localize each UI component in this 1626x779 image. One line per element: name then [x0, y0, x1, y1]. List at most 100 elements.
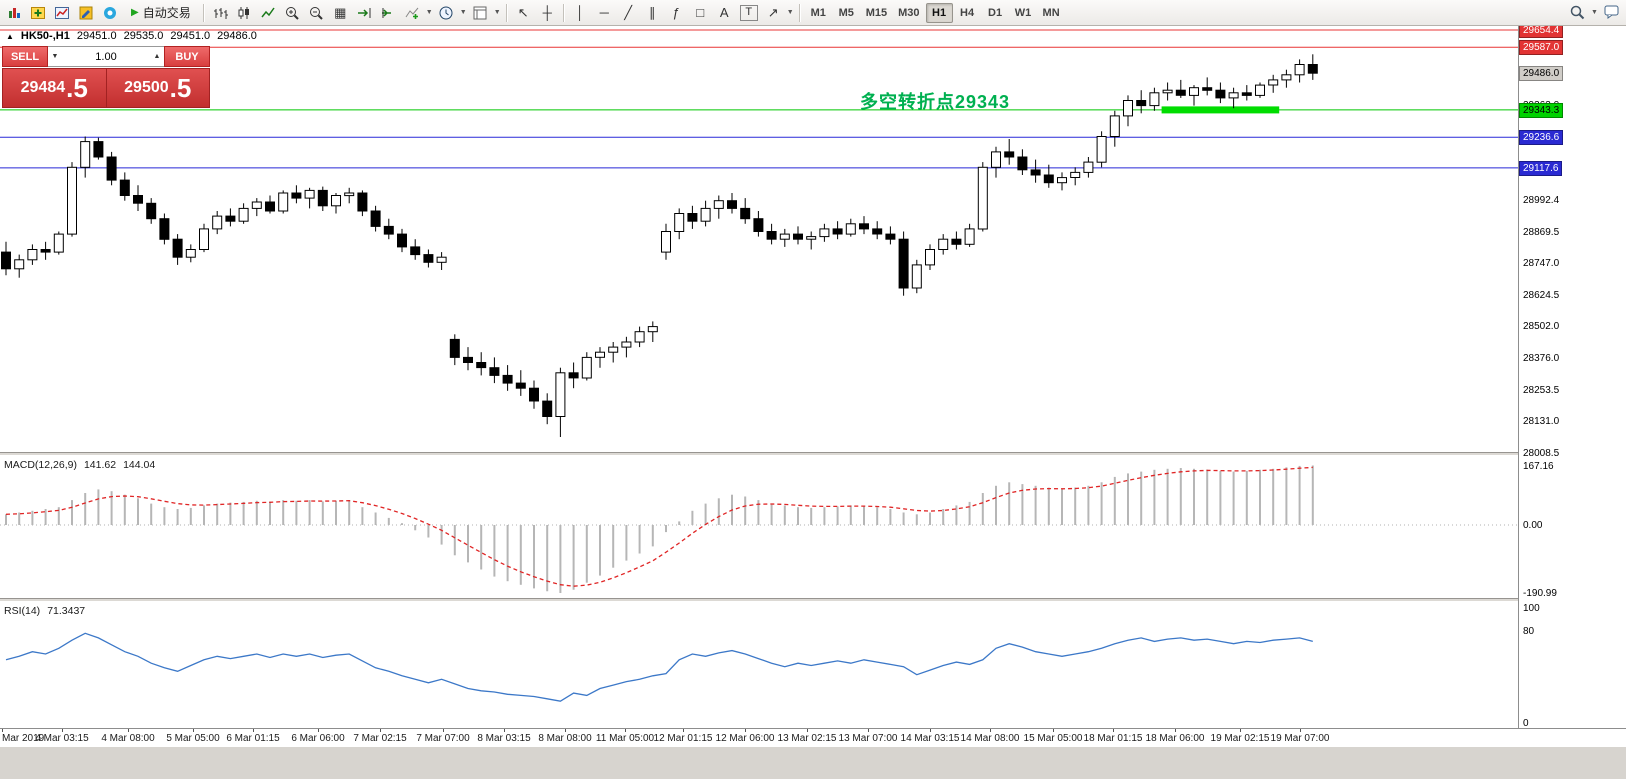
sell-button[interactable]: SELL — [2, 46, 48, 67]
text-tool-icon[interactable]: A — [719, 5, 729, 20]
auto-scroll-icon[interactable] — [353, 3, 376, 23]
volume-decrease-icon[interactable]: ▼ — [51, 53, 59, 60]
chart-annotation-text[interactable]: 多空转折点29343 — [860, 92, 1011, 112]
buy-button[interactable]: BUY — [164, 46, 210, 67]
timeframe-w1[interactable]: W1 — [1010, 3, 1037, 23]
channel-tool-icon[interactable]: ∥ — [648, 5, 656, 20]
time-label: 14 Mar 03:15 — [900, 733, 960, 744]
time-tick — [62, 729, 63, 732]
time-label: 12 Mar 01:15 — [653, 733, 713, 744]
price-tick: 28376.0 — [1523, 353, 1560, 365]
price-tag: 29486.0 — [1519, 66, 1564, 82]
metaeditor-icon[interactable] — [75, 3, 98, 23]
bar-chart-type-icon[interactable] — [209, 3, 232, 23]
price-tick: 28747.0 — [1523, 258, 1560, 270]
price-chart[interactable] — [0, 26, 1518, 455]
zoom-out-icon[interactable] — [305, 3, 328, 23]
time-label: 6 Mar 06:00 — [291, 733, 345, 744]
symbol-period-label: HK50-,H1 — [20, 30, 70, 42]
chart-ohlc-line: ▲ HK50-,H1 29451.0 29535.0 29451.0 29486… — [6, 30, 257, 42]
play-icon: ▶ — [131, 7, 139, 18]
time-label: 7 Mar 02:15 — [353, 733, 407, 744]
time-tick — [253, 729, 254, 732]
templates-icon[interactable] — [469, 3, 492, 23]
toolbar-separator — [202, 3, 205, 22]
shapes-tool-icon[interactable]: □ — [696, 5, 705, 20]
chart-shift-icon[interactable] — [377, 3, 400, 23]
bid-price-button[interactable]: 29484 .5 — [2, 68, 106, 108]
indicators-icon[interactable] — [401, 3, 424, 23]
timeframe-mn[interactable]: MN — [1038, 3, 1065, 23]
price-tick: 28131.0 — [1523, 416, 1560, 428]
price-tag: 29117.6 — [1519, 160, 1563, 176]
time-label: 4 Mar 08:00 — [101, 733, 155, 744]
new-chart-icon[interactable] — [3, 3, 26, 23]
time-label: 19 Mar 02:15 — [1210, 733, 1270, 744]
time-label: 4 Mar 03:15 — [35, 733, 89, 744]
cursor-icon[interactable]: ↖ — [517, 5, 529, 20]
toolbar-separator — [562, 3, 565, 22]
templates-dropdown-icon[interactable]: ▼ — [493, 9, 501, 16]
rsi-panel-splitter[interactable] — [0, 598, 1626, 602]
new-order-icon[interactable] — [27, 3, 50, 23]
toolbar: ▶ 自动交易 ▦ ▼ ▼ ▼ ↖ ┼ │ ─ ╱ ∥ ƒ □ A T ↗ ▼ M1… — [0, 0, 1626, 26]
time-axis[interactable]: Mar 2019 4 Mar 03:15 4 Mar 08:00 5 Mar 05:0… — [0, 728, 1626, 746]
macd-label: MACD(12,26,9) 141.62 144.04 — [4, 459, 155, 471]
time-label: 6 Mar 01:15 — [226, 733, 280, 744]
macd-panel-splitter[interactable] — [0, 452, 1626, 456]
timeframe-m30[interactable]: M30 — [893, 3, 924, 23]
bid-main: 29484 — [20, 79, 66, 96]
volume-input[interactable] — [62, 49, 150, 64]
crosshair-icon[interactable]: ┼ — [542, 5, 552, 20]
arrows-dropdown-icon[interactable]: ▼ — [786, 9, 794, 16]
time-label: 8 Mar 08:00 — [538, 733, 592, 744]
price-tick: 28008.5 — [1523, 447, 1560, 459]
periods-icon[interactable] — [435, 3, 458, 23]
time-label: 8 Mar 03:15 — [477, 733, 531, 744]
grid-icon[interactable]: ▦ — [334, 5, 347, 20]
timeframe-h1[interactable]: H1 — [925, 2, 953, 23]
price-tick: 28992.4 — [1523, 195, 1560, 207]
rsi-indicator-panel[interactable] — [0, 602, 1518, 728]
indicators-dropdown-icon[interactable]: ▼ — [425, 9, 433, 16]
arrows-tool-icon[interactable]: ↗ — [767, 5, 779, 20]
search-dropdown-icon[interactable]: ▼ — [1591, 9, 1598, 16]
chart-area[interactable] — [0, 26, 1518, 728]
macd-main-value: 141.62 — [83, 459, 117, 471]
fibonacci-tool-icon[interactable]: ƒ — [672, 5, 680, 20]
search-icon[interactable] — [1566, 3, 1589, 23]
time-tick — [128, 729, 129, 732]
text-label-tool-icon[interactable]: T — [739, 4, 758, 21]
price-axis[interactable]: 29363.028992.428869.528747.028624.528502… — [1518, 23, 1626, 729]
volume-stepper[interactable]: ▼ ▲ — [48, 46, 164, 67]
ask-price-button[interactable]: 29500 .5 — [105, 68, 210, 108]
time-tick — [380, 729, 381, 732]
chat-icon[interactable] — [1600, 3, 1623, 23]
macd-indicator-panel[interactable] — [0, 456, 1518, 598]
timeframe-d1[interactable]: D1 — [982, 3, 1009, 23]
time-tick — [930, 729, 931, 732]
periods-dropdown-icon[interactable]: ▼ — [459, 9, 467, 16]
volume-increase-icon[interactable]: ▲ — [153, 53, 161, 60]
time-label: 15 Mar 05:00 — [1023, 733, 1083, 744]
timeframe-h4[interactable]: H4 — [954, 3, 981, 23]
collapse-trade-panel-icon[interactable]: ▲ — [6, 31, 14, 41]
price-tag: 29343.3 — [1519, 102, 1564, 118]
candle-chart-type-icon[interactable] — [233, 3, 256, 23]
timeframe-m1[interactable]: M1 — [805, 3, 832, 23]
time-label: 18 Mar 01:15 — [1083, 733, 1143, 744]
line-chart-type-icon[interactable] — [257, 3, 280, 23]
horizontal-line-tool-icon[interactable]: ─ — [599, 5, 609, 20]
timeframe-m5[interactable]: M5 — [833, 3, 860, 23]
mql5-community-icon[interactable] — [99, 3, 122, 23]
time-tick — [193, 729, 194, 732]
vertical-line-tool-icon[interactable]: │ — [576, 5, 585, 20]
price-tag: 29587.0 — [1519, 40, 1564, 56]
market-watch-icon[interactable] — [51, 3, 74, 23]
auto-trading-button[interactable]: ▶ 自动交易 — [123, 2, 199, 24]
time-tick — [443, 729, 444, 732]
zoom-in-icon[interactable] — [281, 3, 304, 23]
trendline-tool-icon[interactable]: ╱ — [624, 5, 633, 20]
toolbar-separator — [798, 3, 801, 22]
timeframe-m15[interactable]: M15 — [861, 3, 892, 23]
